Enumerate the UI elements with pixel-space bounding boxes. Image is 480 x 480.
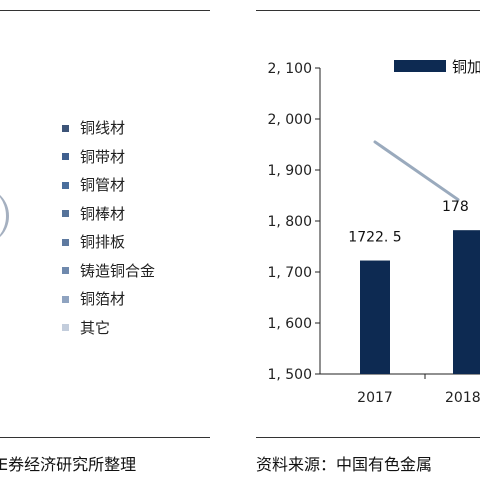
legend-swatch [62, 210, 69, 218]
data-label-group: 1722. 5 178 [348, 199, 468, 245]
y-tick-label: 1, 800 [267, 214, 312, 230]
chart-legend: 铜加 [394, 58, 480, 76]
y-tick-label: 2, 100 [267, 61, 312, 77]
bar [453, 230, 480, 374]
y-tick-label: 1, 600 [267, 316, 312, 332]
legend-swatch [62, 153, 69, 161]
legend-item: 铜排板 [62, 228, 155, 257]
legend-swatch [394, 60, 446, 72]
source-note-right: 资料来源：中国有色金属 [256, 455, 433, 474]
legend-label: 铜箔材 [80, 290, 126, 309]
legend-item: 铜线材 [62, 114, 155, 143]
legend-swatch [62, 267, 69, 275]
legend-item: 铸造铜合金 [62, 257, 155, 286]
bottom-rule-left [0, 437, 210, 438]
top-rule-left [0, 10, 210, 11]
trend-line [373, 140, 460, 202]
bar-chart: 2, 100 2, 000 1, 900 1, 800 1, 700 1, 600 1, 5… [267, 58, 480, 406]
legend-swatch [62, 324, 69, 332]
left-panel: 铜线材铜带材铜管材铜棒材铜排板铸造铜合金铜箔材其它 E券经济研究所整理 [0, 0, 220, 480]
x-label-group: 2017 2018 [357, 374, 480, 406]
legend-swatch [62, 124, 69, 132]
legend-item: 铜带材 [62, 143, 155, 172]
pie-chart-edge [0, 188, 9, 244]
legend-label: 铸造铜合金 [80, 261, 156, 280]
pie-legend: 铜线材铜带材铜管材铜棒材铜排板铸造铜合金铜箔材其它 [62, 114, 155, 342]
legend-label: 其它 [80, 318, 111, 337]
legend-item: 铜棒材 [62, 200, 155, 229]
top-rule-right [256, 10, 480, 11]
legend-label: 铜排板 [80, 233, 126, 252]
legend-swatch [62, 238, 69, 246]
legend-item: 铜箔材 [62, 285, 155, 314]
y-tick-label: 1, 700 [267, 265, 312, 281]
right-panel: 2, 100 2, 000 1, 900 1, 800 1, 700 1, 600 1, 5… [248, 0, 480, 480]
legend-label: 铜加 [452, 58, 480, 76]
legend-item: 铜管材 [62, 171, 155, 200]
x-tick-label: 2017 [357, 390, 393, 406]
data-label: 1722. 5 [348, 230, 401, 246]
data-label: 178 [442, 199, 469, 215]
bar-group [360, 230, 480, 374]
legend-label: 铜线材 [80, 119, 126, 138]
legend-swatch [62, 181, 69, 189]
x-tick-label: 2018 [445, 390, 480, 406]
legend-label: 铜管材 [80, 176, 126, 195]
legend-label: 铜带材 [80, 147, 126, 166]
source-note-left: E券经济研究所整理 [0, 455, 137, 474]
y-tick-label: 2, 000 [267, 112, 312, 128]
legend-item: 其它 [62, 314, 155, 343]
trend-line-group [373, 140, 460, 202]
bar [360, 260, 390, 374]
legend-label: 铜棒材 [80, 204, 126, 223]
y-tick-label: 1, 900 [267, 163, 312, 179]
y-tick-group: 2, 100 2, 000 1, 900 1, 800 1, 700 1, 600 1, 5… [267, 61, 320, 383]
legend-swatch [62, 295, 69, 303]
bottom-rule-right [256, 437, 480, 438]
y-tick-label: 1, 500 [267, 367, 312, 383]
